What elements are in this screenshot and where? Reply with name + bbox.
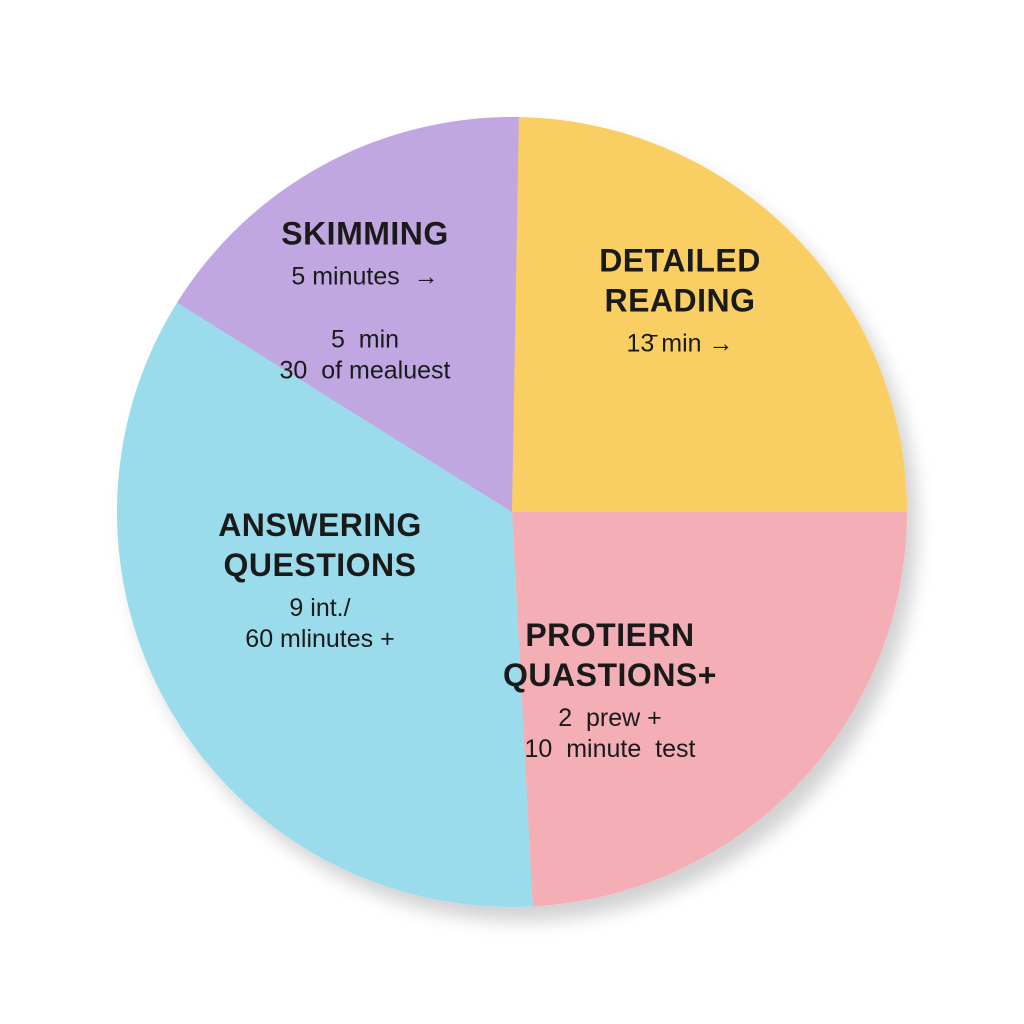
slice-title-skimming: SKIMMING [280,214,451,254]
pie-chart-svg [0,0,1024,1024]
slice-subtext-answering-questions: 9 int./ 60 mlinutes + [218,593,422,656]
slice-subtext-skimming: 5 minutes → 5 min 30 of mealuest [280,262,451,387]
slice-subtext-detailed-reading: 13̄ min → [599,328,761,359]
slice-title-detailed-reading: DETAILED READING [599,240,761,320]
slice-label-skimming: SKIMMING 5 minutes → 5 min 30 of mealuest [280,214,451,387]
slice-title-answering-questions: ANSWERING QUESTIONS [218,505,422,585]
pie-chart-stage: SKIMMING 5 minutes → 5 min 30 of mealuest… [0,0,1024,1024]
slice-title-protiern-quastions: PROTIERN QUASTIONS+ [503,615,717,695]
slice-subtext-protiern-quastions: 2 prew + 10 minute test [503,703,717,766]
slice-label-protiern-quastions: PROTIERN QUASTIONS+ 2 prew + 10 minute te… [503,615,717,766]
slice-label-answering-questions: ANSWERING QUESTIONS 9 int./ 60 mlinutes + [218,505,422,656]
slice-label-detailed-reading: DETAILED READING 13̄ min → [599,240,761,359]
